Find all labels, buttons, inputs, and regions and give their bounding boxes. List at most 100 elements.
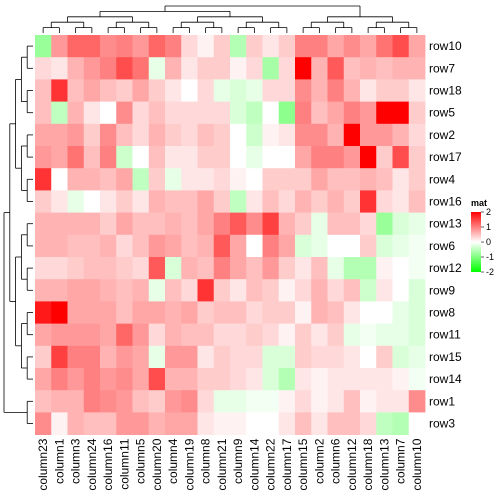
heatmap-cell-row18-column24 — [83, 79, 101, 102]
heatmap-cell-row16-column8 — [197, 190, 215, 213]
heatmap-cell-row7-column7 — [392, 57, 410, 80]
heatmap-cell-row5-column8 — [197, 101, 215, 125]
heatmap-cell-row16-column14 — [246, 190, 263, 213]
heatmap-cell-row12-column19 — [181, 257, 198, 280]
heatmap-cell-row12-column17 — [278, 257, 296, 280]
heatmap-cell-row10-column1 — [51, 35, 68, 58]
heatmap-cell-row10-column22 — [262, 35, 280, 58]
heatmap-cell-row12-column2 — [311, 257, 328, 280]
row-label-row9: row9 — [429, 283, 455, 297]
heatmap-cell-row1-column24 — [83, 390, 101, 413]
heatmap-cell-row1-column15 — [295, 390, 312, 413]
heatmap-cell-row15-column21 — [213, 345, 231, 369]
heatmap-cell-row15-column23 — [35, 345, 52, 369]
heatmap-cell-row4-column17 — [278, 168, 296, 191]
heatmap-cell-row17-column2 — [311, 146, 328, 169]
heatmap-cell-row5-column22 — [262, 101, 280, 125]
heatmap-cell-row7-column18 — [360, 57, 377, 80]
heatmap-cell-row18-column11 — [116, 79, 133, 102]
heatmap-cell-row4-column8 — [197, 168, 215, 191]
heatmap-cell-row10-column16 — [100, 35, 117, 58]
heatmap-cell-row1-column8 — [197, 390, 215, 413]
heatmap-cell-row7-column6 — [327, 57, 345, 80]
heatmap-cell-row8-column16 — [100, 301, 117, 324]
heatmap-cell-row6-column16 — [100, 234, 117, 258]
heatmap-cell-row1-column18 — [360, 390, 377, 413]
heatmap-cell-row5-column9 — [230, 101, 247, 125]
heatmap-cell-row13-column13 — [376, 212, 393, 236]
column-label-column21: column21 — [215, 438, 229, 490]
heatmap-cell-row5-column13 — [376, 101, 393, 125]
heatmap-cell-row18-column9 — [230, 79, 247, 102]
heatmap-cell-row4-column10 — [408, 168, 426, 191]
heatmap-cell-row14-column23 — [35, 368, 52, 391]
column-label-column22: column22 — [264, 438, 278, 490]
heatmap-cell-row13-column5 — [132, 212, 150, 236]
heatmap-cell-row16-column20 — [148, 190, 166, 213]
heatmap-cell-row5-column14 — [246, 101, 263, 125]
column-label-column1: column1 — [52, 438, 66, 484]
heatmap-cell-row8-column23 — [35, 301, 52, 324]
heatmap-cell-row13-column9 — [230, 212, 247, 236]
heatmap-cell-row3-column18 — [360, 412, 377, 435]
heatmap-cell-row1-column16 — [100, 390, 117, 413]
heatmap-cell-row1-column6 — [327, 390, 345, 413]
heatmap-cell-row18-column8 — [197, 79, 215, 102]
heatmap-cell-row13-column7 — [392, 212, 410, 236]
heatmap-cell-row10-column23 — [35, 35, 52, 58]
row-label-row6: row6 — [429, 239, 455, 253]
heatmap-cell-row2-column12 — [343, 123, 361, 147]
color-legend: mat 2 1 0 -1 -2 — [471, 198, 494, 277]
row-label-row8: row8 — [429, 306, 455, 320]
heatmap-cell-row1-column21 — [213, 390, 231, 413]
heatmap-cell-row16-column21 — [213, 190, 231, 213]
heatmap-cell-row1-column19 — [181, 390, 198, 413]
heatmap-cell-row11-column1 — [51, 323, 68, 347]
heatmap-cell-row8-column9 — [230, 301, 247, 324]
heatmap-cell-row18-column1 — [51, 79, 68, 102]
heatmap-cell-row11-column14 — [246, 323, 263, 347]
heatmap-cell-row6-column9 — [230, 234, 247, 258]
heatmap-cell-row5-column17 — [278, 101, 296, 125]
column-label-column8: column8 — [199, 438, 213, 484]
heatmap-cell-row6-column24 — [83, 234, 101, 258]
heatmap-cell-row12-column18 — [360, 257, 377, 280]
heatmap-cell-row9-column3 — [67, 279, 85, 302]
heatmap-cell-row8-column15 — [295, 301, 312, 324]
heatmap-cell-row16-column5 — [132, 190, 150, 213]
heatmap-cell-row10-column2 — [311, 35, 328, 58]
heatmap-cell-row1-column3 — [67, 390, 85, 413]
heatmap-cell-row5-column10 — [408, 101, 426, 125]
heatmap-cell-row7-column24 — [83, 57, 101, 80]
heatmap-cell-row1-column9 — [230, 390, 247, 413]
heatmap-cell-row16-column23 — [35, 190, 52, 213]
heatmap-cell-row6-column1 — [51, 234, 68, 258]
heatmap-cell-row15-column16 — [100, 345, 117, 369]
heatmap-cell-row4-column5 — [132, 168, 150, 191]
heatmap-cell-row3-column5 — [132, 412, 150, 435]
heatmap-cell-row13-column3 — [67, 212, 85, 236]
heatmap-cell-row8-column2 — [311, 301, 328, 324]
heatmap-cell-row11-column13 — [376, 323, 393, 347]
heatmap-cell-row2-column6 — [327, 123, 345, 147]
heatmap-cell-row7-column17 — [278, 57, 296, 80]
heatmap-cell-row6-column5 — [132, 234, 150, 258]
heatmap-cell-row11-column15 — [295, 323, 312, 347]
heatmap-cell-row1-column14 — [246, 390, 263, 413]
heatmap-cell-row14-column10 — [408, 368, 426, 391]
heatmap-cell-row6-column22 — [262, 234, 280, 258]
heatmap-cell-row4-column4 — [165, 168, 182, 191]
column-label-column17: column17 — [280, 438, 294, 490]
heatmap-cell-row17-column20 — [148, 146, 166, 169]
heatmap-cell-row12-column16 — [100, 257, 117, 280]
row-label-row16: row16 — [429, 195, 462, 209]
heatmap-cell-row5-column19 — [181, 101, 198, 125]
heatmap-cell-row12-column23 — [35, 257, 52, 280]
heatmap-cell-row16-column15 — [295, 190, 312, 213]
heatmap-cell-row9-column8 — [197, 279, 215, 302]
heatmap-cell-row7-column22 — [262, 57, 280, 80]
heatmap-cell-row9-column10 — [408, 279, 426, 302]
heatmap-cell-row3-column6 — [327, 412, 345, 435]
heatmap-cell-row12-column1 — [51, 257, 68, 280]
heatmap-cell-row2-column20 — [148, 123, 166, 147]
